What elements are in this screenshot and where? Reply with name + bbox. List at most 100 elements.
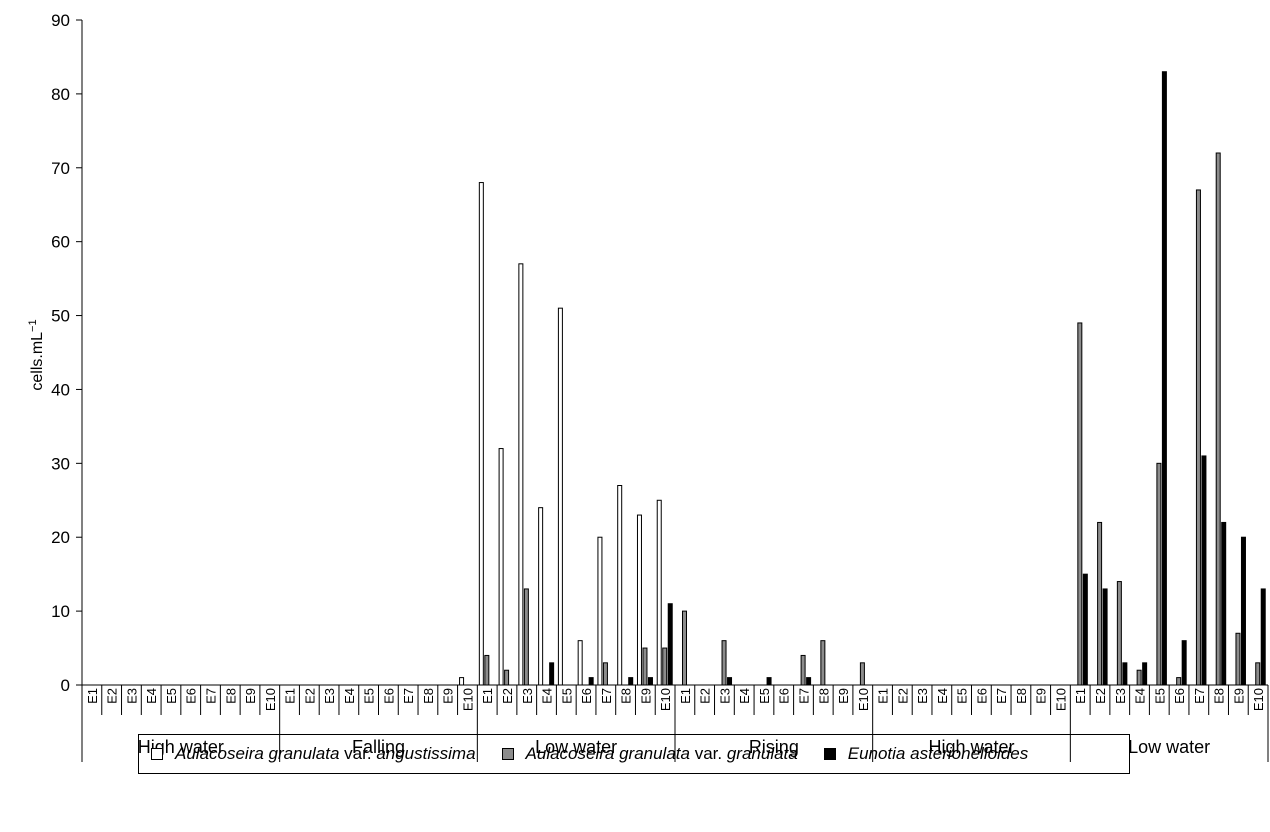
site-label: E4 [935,688,950,704]
site-label: E5 [362,688,377,704]
bar [1215,152,1221,686]
site-label: E7 [401,688,416,704]
site-label: E4 [737,688,752,704]
group-label: Low water [535,737,617,757]
site-label: E10 [1053,688,1068,711]
bar [459,677,465,686]
bar [766,677,772,686]
bar [682,610,687,686]
group-label: High water [928,737,1014,757]
site-label: E6 [381,688,396,704]
bar [721,640,727,686]
site-label: E7 [796,688,811,704]
site-label: E6 [1172,688,1187,704]
site-label: E4 [1133,688,1148,704]
site-label: E5 [955,688,970,704]
legend-swatch-granulata [501,748,514,760]
site-label: E3 [915,688,930,704]
bar [667,603,673,686]
group-label: Rising [749,737,799,757]
bar [1221,521,1227,686]
legend-item-granulata: Aulacoseira granulata var. granulata [501,744,798,764]
y-tick-label: 10 [51,602,70,621]
site-label: E4 [540,688,555,704]
y-tick-label: 30 [51,454,70,473]
bar [1181,640,1187,686]
bar [478,182,484,686]
bar [806,677,812,686]
site-label: E10 [658,688,673,711]
site-label: E9 [836,688,851,704]
site-label: E6 [974,688,989,704]
y-tick-label: 40 [51,380,70,399]
bar [498,448,504,686]
site-label: E2 [105,688,120,704]
bar [1097,521,1103,686]
bar [523,588,529,686]
bar [1142,662,1148,686]
site-label: E6 [184,688,199,704]
site-label: E3 [717,688,732,704]
bar [1116,581,1122,686]
site-label: E2 [1093,688,1108,704]
site-label: E5 [757,688,772,704]
site-label: E5 [164,688,179,704]
y-tick-label: 80 [51,85,70,104]
bar [504,669,510,686]
site-label: E6 [579,688,594,704]
bar [636,514,642,686]
site-label: E8 [223,688,238,704]
bar [597,536,603,686]
site-label: E6 [777,688,792,704]
y-tick-label: 90 [51,11,70,30]
site-label: E9 [1231,688,1246,704]
site-label: E8 [619,688,634,704]
bar [800,654,806,686]
bar [628,677,634,686]
bar [647,677,653,686]
bar [518,263,524,686]
site-label: E8 [1014,688,1029,704]
site-label: E9 [638,688,653,704]
site-label: E1 [85,688,100,704]
site-label: E1 [876,688,891,704]
group-label: Low water [1128,737,1210,757]
legend-swatch-eunotia [823,748,836,760]
site-label: E7 [599,688,614,704]
legend-swatch-angustissima [151,748,163,760]
site-label: E9 [243,688,258,704]
legend-label-angustissima: Aulacoseira granulata var. angustissima [175,744,476,763]
bar [617,485,623,686]
site-label: E10 [263,688,278,711]
bar [1235,632,1241,686]
site-label: E7 [203,688,218,704]
bar [642,647,648,686]
legend-label-eunotia: Eunotia asterionelloides [847,744,1029,763]
site-label: E8 [421,688,436,704]
bar [859,662,865,686]
bar [1195,189,1201,686]
y-tick-label: 0 [61,676,70,695]
site-label: E4 [144,688,159,704]
bar [1201,455,1207,686]
bar [1161,71,1167,686]
bar [1082,573,1088,686]
bar [656,499,662,686]
site-label: E2 [895,688,910,704]
bar [1176,677,1182,686]
site-label: E7 [1192,688,1207,704]
y-tick-label: 60 [51,233,70,252]
site-label: E3 [520,688,535,704]
y-axis-label-sup: −1 [27,319,39,332]
bar [557,307,563,686]
bar [1240,536,1246,686]
bar [602,662,608,686]
bar [1077,322,1083,686]
y-tick-label: 50 [51,307,70,326]
bar [1136,669,1142,686]
site-label: E10 [460,688,475,711]
bar [484,654,490,686]
site-label: E9 [1034,688,1049,704]
site-label: E8 [1212,688,1227,704]
site-label: E2 [698,688,713,704]
